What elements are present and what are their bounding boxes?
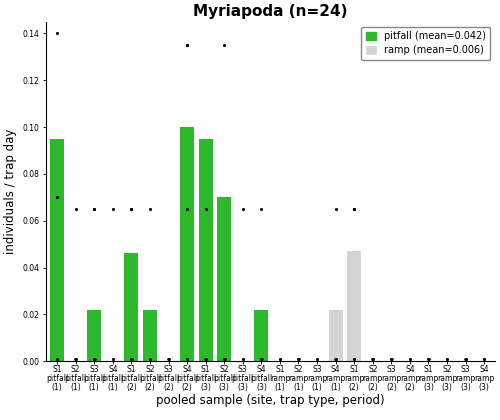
- Bar: [347, 251, 361, 361]
- Title: Myriapoda (n=24): Myriapoda (n=24): [194, 4, 348, 19]
- Bar: [328, 310, 342, 361]
- Bar: [254, 310, 268, 361]
- Bar: [218, 197, 231, 361]
- Y-axis label: individuals / trap day: individuals / trap day: [4, 129, 17, 254]
- Bar: [124, 254, 138, 361]
- X-axis label: pooled sample (site, trap type, period): pooled sample (site, trap type, period): [156, 394, 385, 407]
- Bar: [143, 310, 157, 361]
- Bar: [88, 310, 101, 361]
- Legend: pitfall (mean=0.042), ramp (mean=0.006): pitfall (mean=0.042), ramp (mean=0.006): [361, 26, 490, 60]
- Bar: [180, 127, 194, 361]
- Bar: [50, 139, 64, 361]
- Bar: [198, 139, 212, 361]
